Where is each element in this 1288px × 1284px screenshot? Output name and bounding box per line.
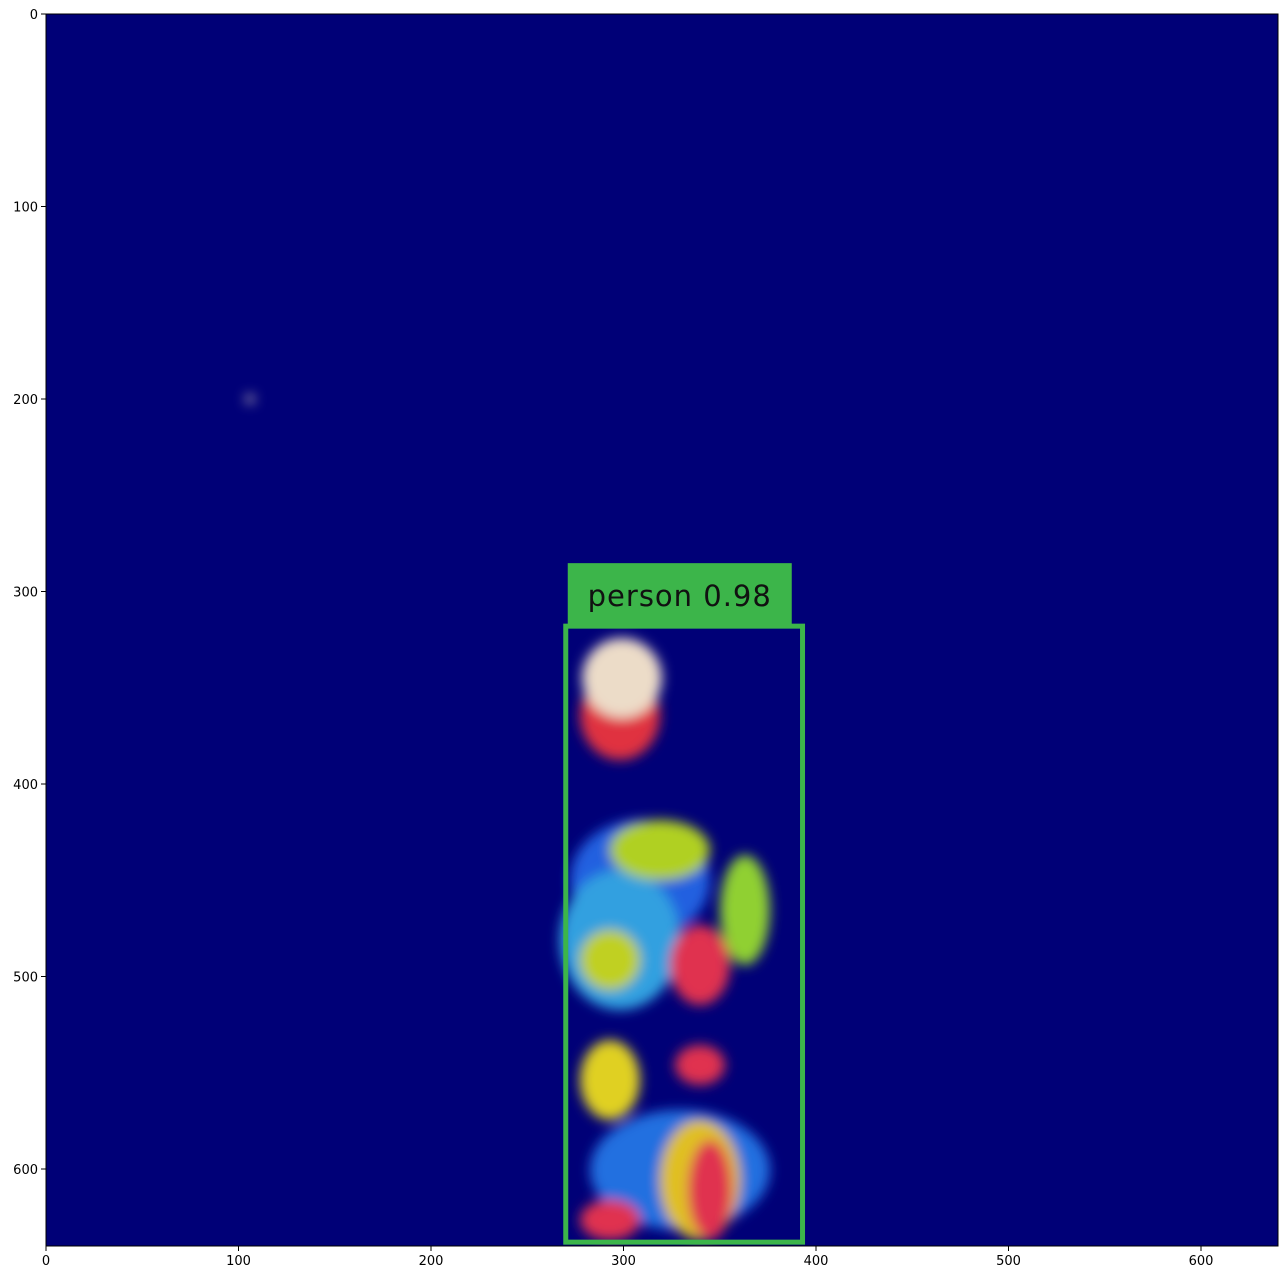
y-tick-label: 400 bbox=[13, 778, 38, 793]
x-tick-label: 200 bbox=[419, 1254, 444, 1269]
x-tick-label: 0 bbox=[42, 1254, 50, 1269]
label-background bbox=[567, 563, 792, 627]
y-tick-label: 500 bbox=[13, 971, 38, 986]
y-tick-label: 300 bbox=[13, 586, 38, 601]
y-tick-label: 200 bbox=[13, 393, 38, 408]
image-background bbox=[46, 14, 1278, 1246]
y-tick-label: 600 bbox=[13, 1163, 38, 1178]
y-tick-label: 0 bbox=[30, 8, 38, 23]
x-tick-label: 100 bbox=[226, 1254, 251, 1269]
x-tick-label: 300 bbox=[611, 1254, 636, 1269]
y-tick-label: 100 bbox=[13, 201, 38, 216]
thermal-blobs bbox=[246, 395, 770, 1240]
axes-frame bbox=[45, 13, 1279, 1247]
x-tick-label: 500 bbox=[996, 1254, 1021, 1269]
x-tick-label: 400 bbox=[804, 1254, 829, 1269]
detection-label: person 0.98 bbox=[588, 579, 772, 613]
x-tick-label: 600 bbox=[1189, 1254, 1214, 1269]
